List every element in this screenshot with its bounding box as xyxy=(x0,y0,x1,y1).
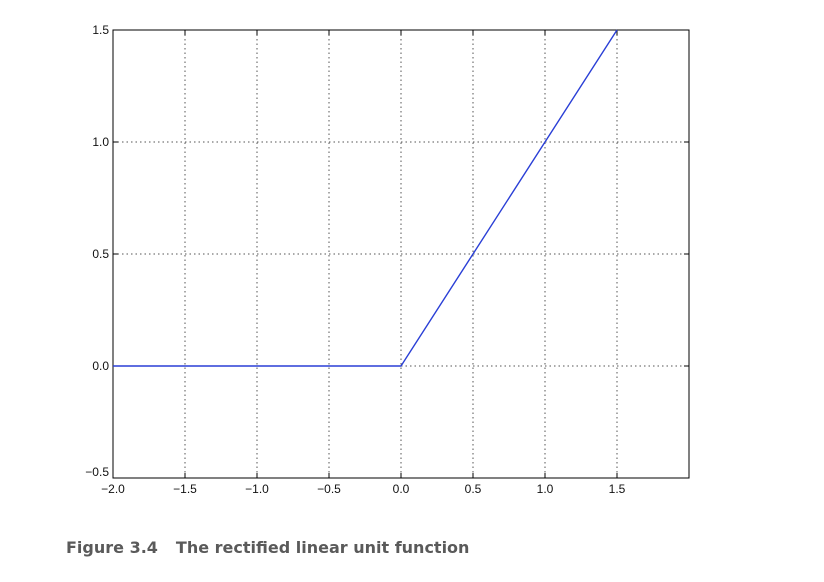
x-tick-label: −0.5 xyxy=(317,482,341,496)
x-tick-label: 1.5 xyxy=(609,482,626,496)
tick-labels: −2.0 −1.5 −1.0 −0.5 0.0 0.5 1.0 1.5 −0.5 0.0 0.5 1.… xyxy=(85,23,625,496)
x-tick-label: −2.0 xyxy=(101,482,125,496)
y-tick-label: −0.5 xyxy=(85,465,109,479)
y-tick-label: 0.5 xyxy=(92,247,109,261)
x-tick-label: −1.5 xyxy=(173,482,197,496)
x-tick-label: 1.0 xyxy=(537,482,554,496)
relu-line xyxy=(113,29,618,367)
x-tick-label: −1.0 xyxy=(245,482,269,496)
x-tick-label: 0.0 xyxy=(393,482,410,496)
relu-chart: −2.0 −1.5 −1.0 −0.5 0.0 0.5 1.0 1.5 −0.5 0.0 0.5 1.… xyxy=(85,23,690,496)
y-tick-label: 0.0 xyxy=(92,359,109,373)
y-tick-label: 1.0 xyxy=(92,135,109,149)
figure-caption-text: The rectified linear unit function xyxy=(175,538,470,557)
figure-caption: Figure 3.4 The rectified linear unit func… xyxy=(66,538,469,557)
series-layer xyxy=(113,29,618,367)
x-tick-label: 0.5 xyxy=(465,482,482,496)
figure-number: Figure 3.4 xyxy=(66,538,158,557)
axis-ticks xyxy=(112,29,689,479)
y-tick-label: 1.5 xyxy=(92,23,109,37)
grid-lines xyxy=(113,30,689,478)
